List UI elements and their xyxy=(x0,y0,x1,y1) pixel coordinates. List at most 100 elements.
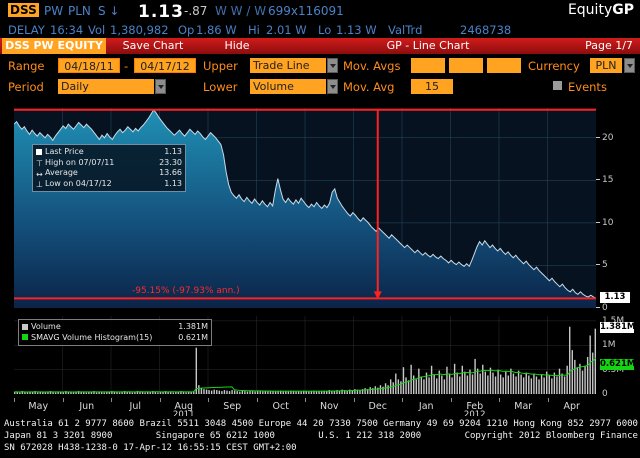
ticker-badge[interactable]: DSS xyxy=(8,3,39,17)
smavg-value-flag: 0.621M xyxy=(600,358,636,370)
x-axis-tick-mark xyxy=(450,398,452,402)
price-y-tick: 20 xyxy=(602,132,614,143)
lower-chevron-down-icon[interactable] xyxy=(327,79,338,94)
parameter-row-period: Period Daily Lower Volume Mov. Avg 15 Ev… xyxy=(0,77,640,97)
x-axis-tick-label: Jul xyxy=(129,401,141,412)
price-chart-svg xyxy=(13,108,597,309)
legend-row: ⊥ Low on 04/17/12 1.13 xyxy=(36,179,182,190)
mov-avgs-label: Mov. Avgs xyxy=(343,59,401,73)
menu-ticker-field[interactable]: DSS PW EQUITY xyxy=(2,38,106,54)
currency-chevron-down-icon[interactable] xyxy=(624,58,635,73)
decline-annotation-arrow xyxy=(14,108,596,300)
volume-label: Vol xyxy=(88,23,106,37)
x-axis-tick-label: Apr xyxy=(563,401,580,412)
average-marker-icon: ↔ xyxy=(36,169,43,179)
x-axis-tick-mark xyxy=(111,398,112,402)
upper-chevron-down-icon[interactable] xyxy=(327,58,338,73)
volume-legend: Volume 1.381M SMAVG Volume Histogram(15) 0… xyxy=(18,319,212,346)
x-axis-tick-label: Mar xyxy=(514,401,533,412)
price-y-tick-mark xyxy=(596,136,600,138)
range-from-input[interactable]: 04/18/11 xyxy=(58,58,120,73)
x-axis-tick-label: Sep xyxy=(223,401,242,412)
footer-line-3: SN 672028 H438-1238-0 17-Apr-12 16:55:15… xyxy=(4,443,297,453)
price-y-tick-mark xyxy=(596,264,600,266)
quote-header-row-2: DELAY 16:34 Vol 1,380,982 Op 1.86 W Hi 2… xyxy=(0,21,640,37)
open-value: 1.86 W xyxy=(196,23,237,37)
upper-select[interactable]: Trade Line xyxy=(250,58,326,73)
price-y-tick-mark xyxy=(596,307,600,308)
mov-avg-period-input[interactable]: 15 xyxy=(411,79,453,94)
footer-line-2: Japan 81 3 3201 8900 Singapore 65 6212 1… xyxy=(4,431,640,441)
x-axis-tick-mark xyxy=(499,398,500,402)
smavg-volume-line xyxy=(13,357,597,393)
open-label: Op xyxy=(178,23,195,37)
volume-y-tick: 1.5M xyxy=(602,316,624,326)
market-sector-label: EquityGP xyxy=(568,2,634,18)
period-chevron-down-icon[interactable] xyxy=(155,79,166,94)
mov-avg-input-3[interactable] xyxy=(487,58,521,73)
volume-y-tick: 0 xyxy=(602,389,608,399)
price-line xyxy=(13,108,597,299)
volume-y-tick: 1M xyxy=(602,340,616,351)
price-y-tick: 10 xyxy=(602,217,614,228)
legend-value: 1.13 xyxy=(164,147,182,156)
legend-value: 1.13 xyxy=(164,178,182,188)
range-label: Range xyxy=(8,59,45,73)
smavg-swatch-icon xyxy=(22,334,28,340)
size-fields: W W / W xyxy=(215,4,267,18)
x-axis-tick-label: Jan xyxy=(418,401,434,412)
hide-button[interactable]: Hide xyxy=(224,39,250,52)
parameter-row-range: Range 04/18/11 - 04/17/12 Upper Trade Li… xyxy=(0,56,640,76)
price-chart-panel[interactable]: Last Price 1.13 ⊤ High on 07/07/11 23.30 ↔ A… xyxy=(13,108,597,309)
low-label: Lo xyxy=(318,23,332,37)
x-axis-tick-label: Oct xyxy=(272,401,289,412)
events-checkbox[interactable] xyxy=(553,81,562,90)
page-indicator[interactable]: Page 1/7 xyxy=(585,39,633,52)
x-axis-tick-mark xyxy=(159,398,161,402)
currency-label: Currency xyxy=(528,59,580,73)
price-y-tick: 0 xyxy=(602,303,608,313)
mov-avg-label: Mov. Avg xyxy=(343,80,395,94)
x-axis-tick-mark xyxy=(208,398,209,402)
price-y-tick: 15 xyxy=(602,175,614,186)
x-axis: May Jun Jul Aug Sep Oct Nov Dec Jan Feb Mar Apr 2011… xyxy=(14,398,596,420)
legend-label: Average xyxy=(45,168,78,177)
volume-bars xyxy=(14,326,596,395)
delay-status: DELAY xyxy=(8,23,45,37)
exchange-code: PW xyxy=(44,4,64,18)
low-value: 1.13 W xyxy=(336,23,377,37)
quote-header-row-1: DSS PW PLN S ↓ 1.13 -.87 W W / W 699x116… xyxy=(0,2,640,22)
decline-annotation-label: -95.15% (-97.93% ann.) xyxy=(132,286,240,297)
mov-avg-input-2[interactable] xyxy=(449,58,483,73)
currency-select[interactable]: PLN xyxy=(590,58,622,73)
legend-label: Volume xyxy=(31,322,61,331)
legend-label: Low on 04/17/12 xyxy=(45,178,112,188)
legend-label: SMAVG Volume Histogram(15) xyxy=(31,332,153,342)
legend-label: Last Price xyxy=(45,147,84,156)
bid-ask-size: 699x116091 xyxy=(268,4,344,18)
valtrd-label: ValTrd xyxy=(388,23,423,37)
legend-row: Last Price 1.13 xyxy=(36,147,182,158)
valtrd-value: 2468738 xyxy=(460,23,512,37)
legend-row: SMAVG Volume Histogram(15) 0.621M xyxy=(22,333,208,344)
volume-value: 1,380,982 xyxy=(110,23,169,37)
price-legend: Last Price 1.13 ⊤ High on 07/07/11 23.30 ↔ A… xyxy=(32,144,186,192)
market-sector-gp: GP xyxy=(612,2,634,18)
x-axis-tick-label: Aug xyxy=(174,401,194,412)
legend-row: ⊤ High on 07/07/11 23.30 xyxy=(36,158,182,169)
chart-area: Last Price 1.13 ⊤ High on 07/07/11 23.30 ↔ A… xyxy=(0,98,640,420)
legend-label: High on 07/07/11 xyxy=(45,157,115,167)
x-axis-tick-mark xyxy=(305,398,306,402)
legend-value: 1.381M xyxy=(178,322,208,331)
mov-avg-input-1[interactable] xyxy=(411,58,445,73)
period-label: Period xyxy=(8,80,44,94)
lower-select[interactable]: Volume xyxy=(250,79,326,94)
volume-chart-panel[interactable]: Volume 1.381M SMAVG Volume Histogram(15) 0… xyxy=(13,316,597,395)
period-select[interactable]: Daily xyxy=(58,79,154,94)
x-axis-year-label: 2011 xyxy=(172,410,195,420)
x-axis-tick-mark xyxy=(547,398,549,402)
legend-value: 13.66 xyxy=(159,168,182,177)
range-to-input[interactable]: 04/17/12 xyxy=(134,58,196,73)
save-chart-button[interactable]: Save Chart xyxy=(122,39,184,52)
